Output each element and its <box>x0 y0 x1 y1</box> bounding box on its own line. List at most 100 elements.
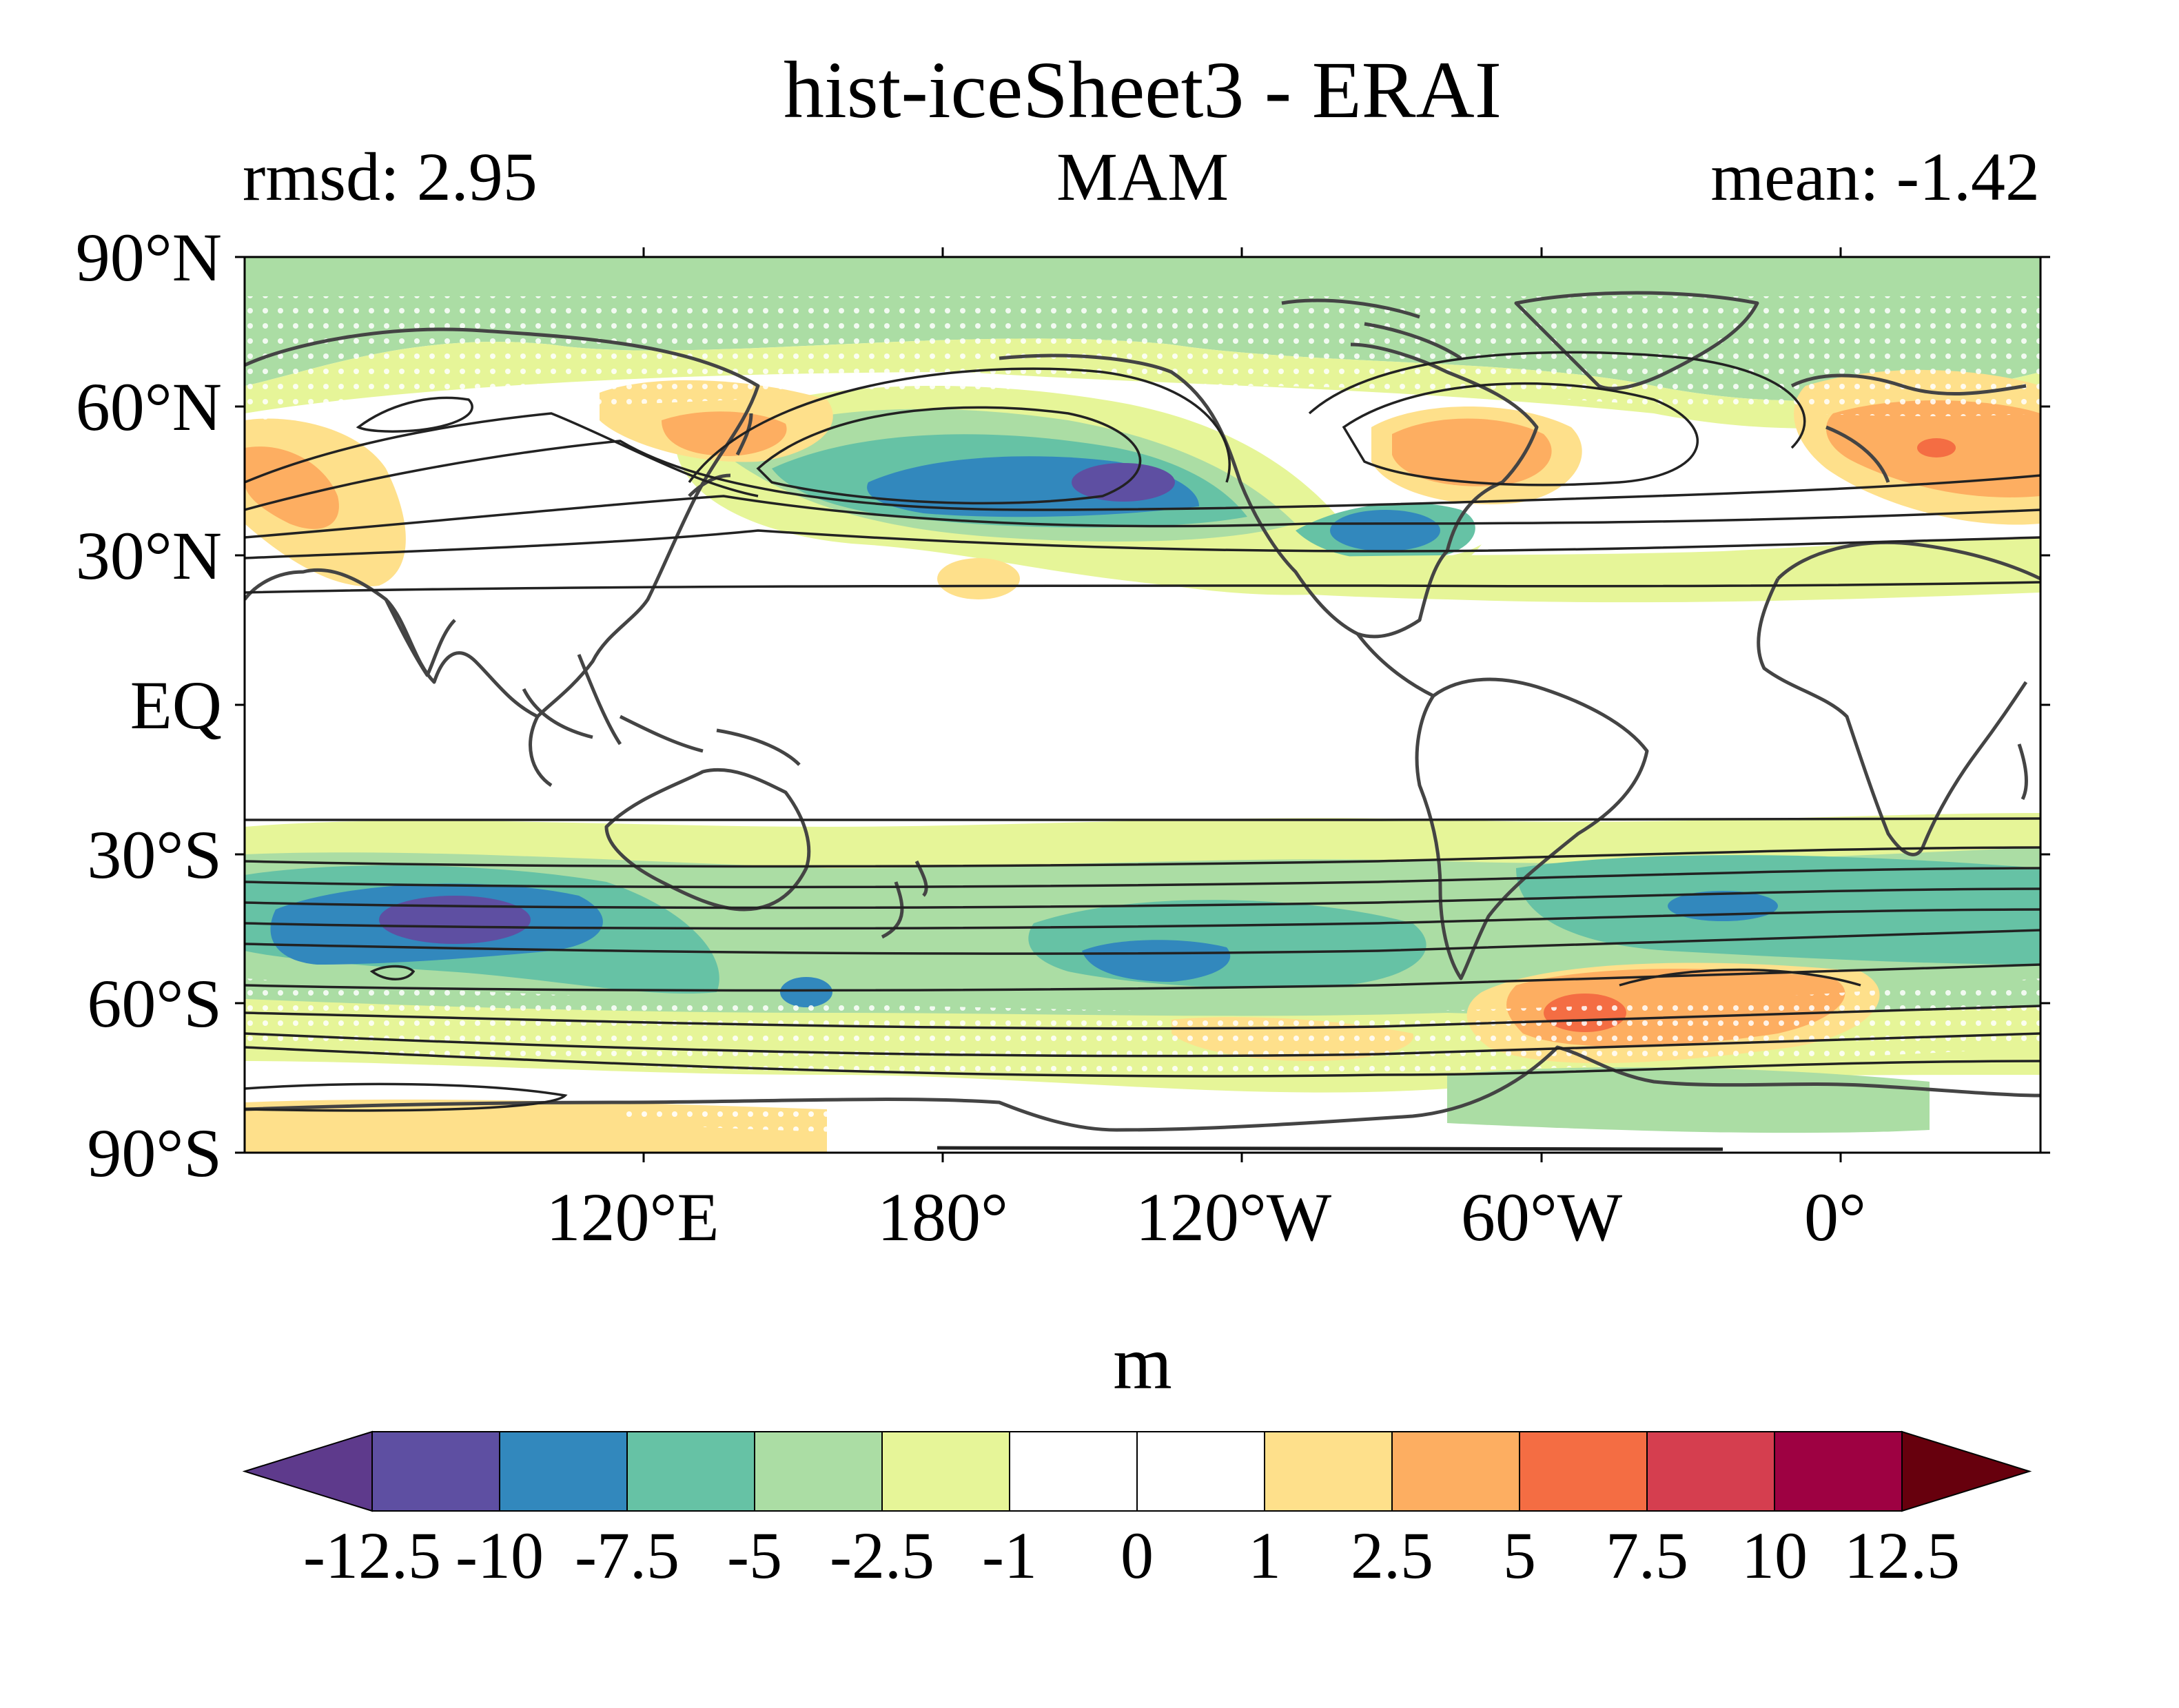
lon-label: 120°W <box>1136 1179 1332 1255</box>
lat-label: 60°S <box>87 965 222 1042</box>
contour-nh-4 <box>245 440 2040 511</box>
lat-labels: 90°N 60°N 30°N EQ 30°S 60°S 90°S <box>76 219 222 1191</box>
contour-sh-9 <box>245 1032 2040 1058</box>
contour-sh-12 <box>369 965 416 980</box>
contour-sh-14 <box>937 1145 1723 1151</box>
contour-nh-2 <box>245 529 2040 559</box>
coast-africa <box>1757 541 2040 856</box>
contour-sh-2 <box>245 846 2040 868</box>
contour-nh-7 <box>688 367 1231 484</box>
colorbar-tick-label: -10 <box>456 1519 544 1592</box>
coast-central-america <box>1356 632 1435 698</box>
lon-label: 0° <box>1804 1179 1866 1255</box>
colorbar-box <box>371 1431 500 1512</box>
coast-india <box>384 598 456 677</box>
colorbar-boxes <box>242 1430 2032 1512</box>
map-panel <box>243 256 2042 1154</box>
mean-label: mean: -1.42 <box>1710 138 2040 215</box>
lat-label: 90°S <box>87 1115 222 1191</box>
colorbar-tick-label: -1 <box>982 1519 1037 1592</box>
contour-nh-8 <box>1342 382 1699 486</box>
lon-labels: 120°E 180° 120°W 60°W 0° <box>546 1179 1866 1255</box>
colorbar-extend-min <box>242 1430 373 1512</box>
colorbar-box <box>1646 1431 1775 1512</box>
lat-label: 60°N <box>76 369 222 445</box>
contour-nh-5 <box>245 412 759 497</box>
anomaly-satl-teal <box>1516 855 2040 965</box>
colorbar-tick-label: 10 <box>1741 1519 1808 1592</box>
coast-europe <box>1790 373 2027 483</box>
colorbar-tick-label: 0 <box>1121 1519 1154 1592</box>
coast-japan <box>688 413 753 497</box>
colorbar-box <box>1136 1431 1265 1512</box>
anomaly-europe-red <box>1917 438 1956 457</box>
colorbar-box <box>1264 1431 1393 1512</box>
contour-nh-1 <box>245 581 2040 594</box>
contour-nh-9 <box>1308 351 1806 449</box>
colorbar-box <box>626 1431 755 1512</box>
colorbar-tick-label: -12.5 <box>303 1519 441 1592</box>
stippling-antarctic <box>620 1098 1034 1133</box>
colorbar-box <box>1391 1431 1520 1512</box>
colorbar-extend-max <box>1901 1430 2032 1512</box>
anomaly-npac-purple <box>1072 463 1175 502</box>
coast-australia <box>604 768 811 912</box>
contour-sh-4 <box>245 887 2040 909</box>
coast-antarctica <box>245 1045 2040 1132</box>
coastlines <box>245 291 2040 1132</box>
contour-sh-8 <box>245 1005 2040 1030</box>
contour-sh-3 <box>245 867 2040 889</box>
contours <box>245 351 2040 1151</box>
anomaly-spac-teal <box>1028 900 1426 988</box>
coast-madagascar <box>2017 743 2028 801</box>
contour-sh-6 <box>245 929 2040 955</box>
colorbar-unit-label: m <box>1113 1321 1172 1405</box>
coast-seasia <box>529 654 622 788</box>
lat-label: 30°S <box>87 816 222 893</box>
contour-nh-3 <box>245 495 2040 539</box>
anomaly-tasman-blue <box>780 977 832 1007</box>
coast-north-america <box>999 342 1539 639</box>
plot-title: hist-iceSheet3 - ERAI <box>784 45 1502 135</box>
lon-label: 120°E <box>546 1179 719 1255</box>
colorbar-tick-label: -5 <box>727 1519 782 1592</box>
colorbar-tick-label: -7.5 <box>575 1519 679 1592</box>
colorbar-tick-label: 2.5 <box>1351 1519 1433 1592</box>
stippling-nh <box>245 296 2040 420</box>
colorbar: m -12.5 -10 -7.5 -5 -2.5 -1 0 1 2.5 5 7.… <box>242 1321 2032 1592</box>
anomaly-sio-purple <box>379 896 531 944</box>
coast-canada-islands <box>1281 298 1462 360</box>
anomaly-field <box>245 257 2040 1153</box>
colorbar-tick-label: 7.5 <box>1606 1519 1688 1592</box>
contour-sh-11 <box>245 1082 568 1112</box>
lat-label: EQ <box>130 667 222 743</box>
anomaly-subtrop-yellow <box>937 558 1020 599</box>
colorbar-box <box>754 1431 883 1512</box>
contour-sh-1 <box>245 817 2040 821</box>
anomaly-spac-blue <box>1082 940 1231 982</box>
colorbar-box <box>1519 1431 1648 1512</box>
colorbar-tick-label: -2.5 <box>830 1519 934 1592</box>
colorbar-tick-label: 5 <box>1503 1519 1536 1592</box>
lon-label: 60°W <box>1461 1179 1623 1255</box>
contour-sh-5 <box>245 908 2040 930</box>
contour-sh-13 <box>1619 968 1861 987</box>
coast-islands <box>522 688 801 766</box>
rmsd-label: rmsd: 2.95 <box>243 138 538 215</box>
colorbar-tick-label: 12.5 <box>1844 1519 1960 1592</box>
lat-label: 30°N <box>76 517 222 594</box>
axis-ticks <box>235 247 2050 1162</box>
anomaly-siberia-orange <box>662 411 787 456</box>
contour-nh-6 <box>756 406 1141 505</box>
contour-nh-10 <box>356 396 473 433</box>
anomaly-wna-blue <box>1330 510 1440 551</box>
lon-label: 180° <box>877 1179 1008 1255</box>
colorbar-labels: -12.5 -10 -7.5 -5 -2.5 -1 0 1 2.5 5 7.5 … <box>303 1519 1960 1592</box>
colorbar-box <box>1009 1431 1138 1512</box>
contour-sh-10 <box>245 1046 2040 1078</box>
anomaly-westasia-orange <box>245 446 339 529</box>
colorbar-box <box>881 1431 1010 1512</box>
lat-label: 90°N <box>76 219 222 296</box>
season-label: MAM <box>1056 138 1229 215</box>
